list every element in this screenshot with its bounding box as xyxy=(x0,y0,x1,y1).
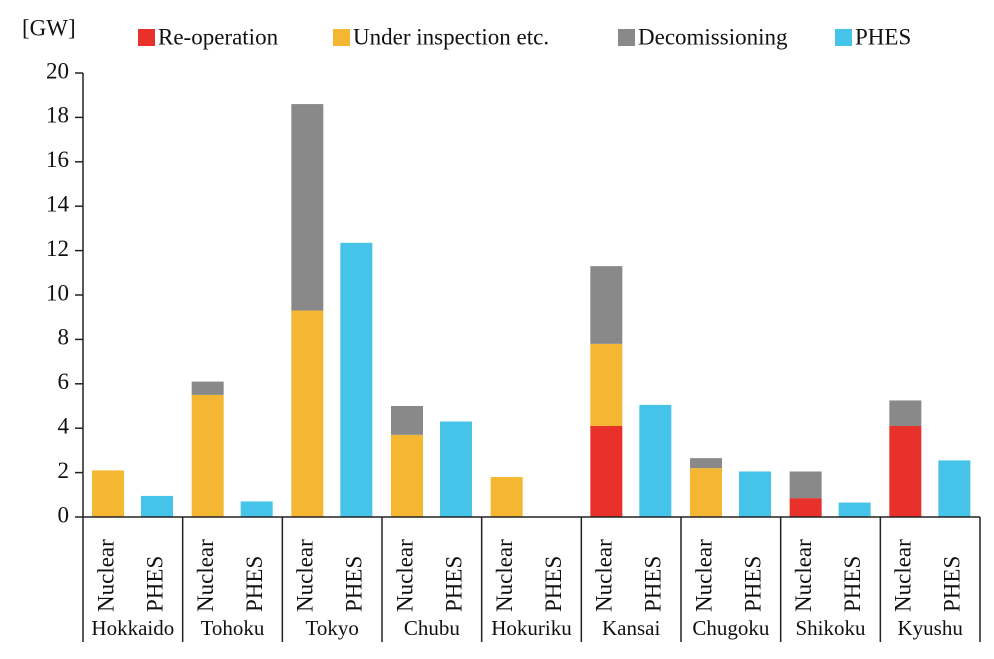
x-tick-label: Nuclear xyxy=(691,539,716,612)
y-tick-label: 0 xyxy=(58,502,70,527)
bar-segment xyxy=(141,495,173,517)
bar-segment xyxy=(291,310,324,517)
group-label: Hokuriku xyxy=(491,616,572,640)
bar-segment xyxy=(889,425,922,517)
x-tick-label: PHES xyxy=(541,556,566,612)
legend-label: PHES xyxy=(855,24,911,49)
y-tick-label: 12 xyxy=(46,236,69,261)
y-tick-label: 6 xyxy=(58,369,70,394)
x-tick-label: PHES xyxy=(641,556,666,612)
bar-segment xyxy=(938,460,971,517)
group-label: Kyushu xyxy=(897,616,963,640)
bar-segment xyxy=(789,498,822,517)
x-tick-label: Nuclear xyxy=(193,539,218,612)
legend-label: Decomissioning xyxy=(638,24,788,49)
bar-segment xyxy=(291,104,324,311)
x-tick-label: PHES xyxy=(342,556,367,612)
bar-segment xyxy=(838,502,871,517)
x-tick-label: Nuclear xyxy=(293,539,318,612)
group-label: Hokkaido xyxy=(91,616,174,640)
y-tick-label: 8 xyxy=(58,325,70,350)
bar-segment xyxy=(690,468,722,517)
y-tick-label: 14 xyxy=(46,191,70,216)
group-label: Tohoku xyxy=(201,616,265,640)
y-tick-label: 10 xyxy=(46,280,69,305)
x-tick-label: PHES xyxy=(740,556,765,612)
x-tick-label: Nuclear xyxy=(891,539,916,612)
y-tick-label: 20 xyxy=(46,58,69,83)
x-tick-label: Nuclear xyxy=(392,539,417,612)
x-tick-label: Nuclear xyxy=(592,539,617,612)
y-tick-label: 16 xyxy=(46,147,69,172)
group-label: Tokyo xyxy=(305,616,358,640)
bar-segment xyxy=(440,421,472,517)
bar-segment xyxy=(92,470,124,517)
bar-segment xyxy=(590,343,623,426)
y-tick-label: 2 xyxy=(58,458,70,483)
bar-segment xyxy=(340,242,373,517)
x-tick-label: PHES xyxy=(840,556,865,612)
bar-segment xyxy=(191,394,224,517)
bar-segment xyxy=(590,425,623,517)
bar-segment xyxy=(590,266,623,344)
group-label: Chugoku xyxy=(692,616,770,640)
y-tick-label: 18 xyxy=(46,103,69,128)
bar-segment xyxy=(490,477,523,517)
bar-segment xyxy=(690,458,722,469)
y-tick-label: 4 xyxy=(58,413,70,438)
legend-swatch xyxy=(333,29,350,46)
bar-segment xyxy=(639,404,672,517)
x-tick-label: PHES xyxy=(142,556,167,612)
bar-segment xyxy=(789,471,822,499)
bar-segment xyxy=(889,400,922,426)
group-label: Kansai xyxy=(602,616,660,640)
bar-segment xyxy=(240,501,273,517)
x-tick-label: Nuclear xyxy=(492,539,517,612)
x-tick-label: Nuclear xyxy=(93,539,118,612)
bar-segment xyxy=(191,381,224,395)
x-tick-label: PHES xyxy=(441,556,466,612)
x-tick-label: Nuclear xyxy=(791,539,816,612)
legend-label: Re-operation xyxy=(158,24,279,49)
bar-segment xyxy=(391,434,423,517)
legend-swatch xyxy=(618,29,635,46)
legend-swatch xyxy=(138,29,155,46)
group-label: Shikoku xyxy=(795,616,866,640)
legend-label: Under inspection etc. xyxy=(353,24,549,49)
group-label: Chubu xyxy=(404,616,461,640)
legend-swatch xyxy=(835,29,852,46)
x-tick-label: PHES xyxy=(940,556,965,612)
bar-segment xyxy=(739,471,771,517)
y-axis-label: [GW] xyxy=(22,15,76,40)
bar-segment xyxy=(391,406,423,435)
x-tick-label: PHES xyxy=(242,556,267,612)
